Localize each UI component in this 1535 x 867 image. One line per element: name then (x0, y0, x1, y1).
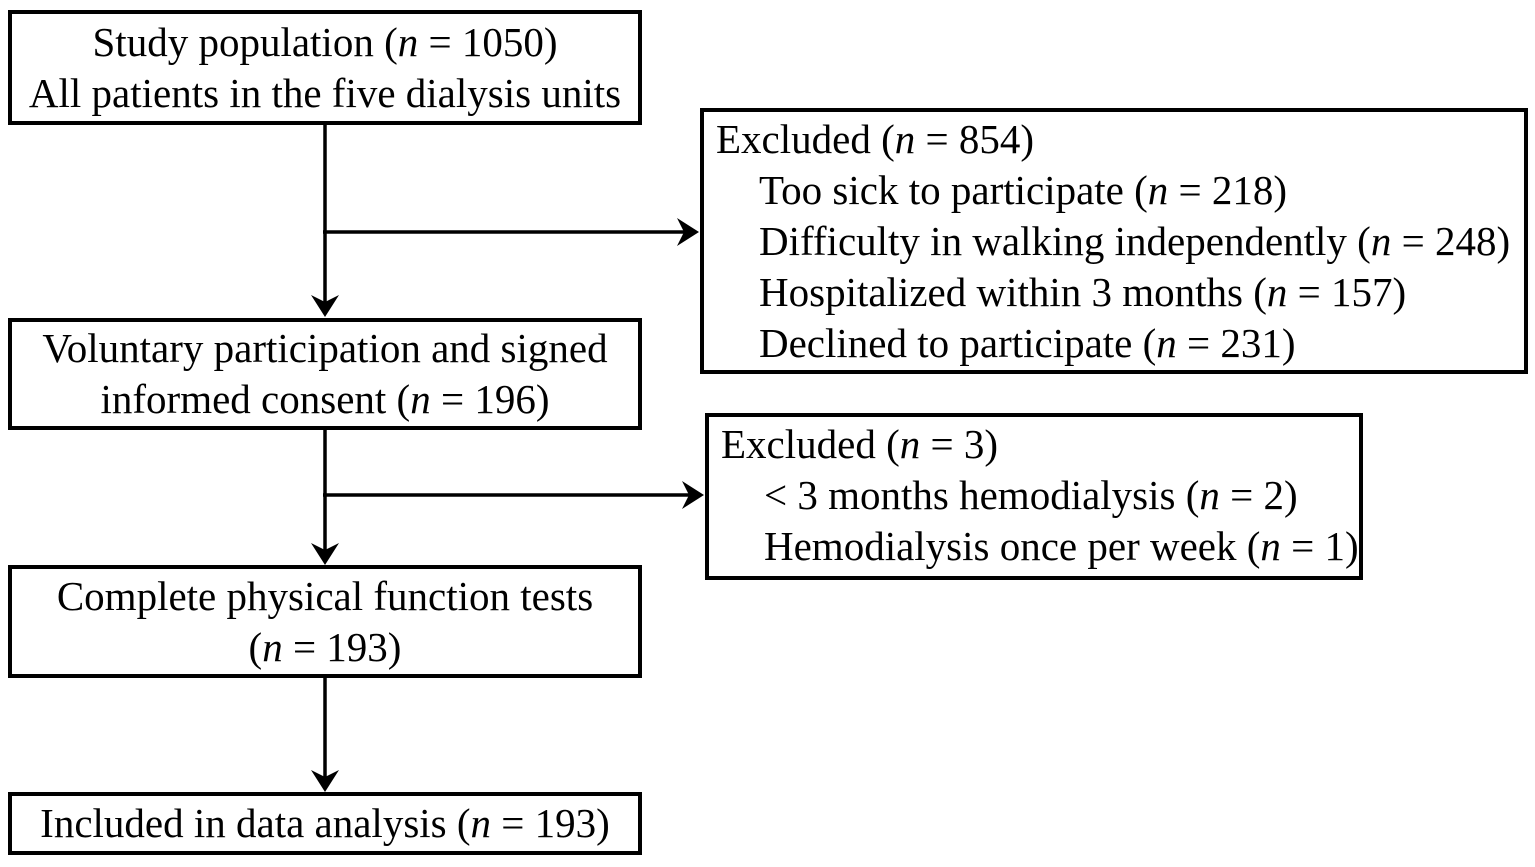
function-tests-line-2: (n = 193) (248, 623, 402, 670)
excluded-2-title: Excluded (n = 3) (721, 421, 999, 467)
study-population-line-1: Study population (n = 1050) (92, 18, 558, 65)
arrowhead-right-1 (677, 218, 699, 246)
box-data-analysis: Included in data analysis (n = 193) (8, 792, 642, 855)
arrowhead-down-1 (311, 295, 339, 317)
box-voluntary-consent: Voluntary participation and signed infor… (8, 318, 642, 430)
excluded-1-title: Excluded (n = 854) (716, 116, 1035, 162)
voluntary-consent-line-1: Voluntary participation and signed (42, 325, 608, 371)
excluded-1-item-walking: Difficulty in walking independently (n =… (759, 218, 1511, 264)
excluded-2-item-once-per-week: Hemodialysis once per week (n = 1) (764, 523, 1359, 569)
function-tests-line-1: Complete physical function tests (56, 572, 594, 619)
box-excluded-1: Excluded (n = 854) Too sick to participa… (700, 108, 1528, 374)
excluded-1-item-declined: Declined to participate (n = 231) (759, 320, 1296, 366)
arrowhead-right-2 (682, 481, 704, 509)
box-excluded-2: Excluded (n = 3) < 3 months hemodialysis… (705, 413, 1363, 580)
arrowhead-down-3 (311, 770, 339, 792)
excluded-1-item-too-sick: Too sick to participate (n = 218) (759, 167, 1288, 213)
excluded-2-item-under-3-months: < 3 months hemodialysis (n = 2) (764, 472, 1298, 518)
box-study-population: Study population (n = 1050) All patients… (8, 10, 642, 125)
excluded-1-item-hospitalized: Hospitalized within 3 months (n = 157) (759, 269, 1407, 315)
box-function-tests: Complete physical function tests (n = 19… (8, 565, 642, 678)
voluntary-consent-line-2: informed consent (n = 196) (100, 376, 550, 422)
study-population-line-2: All patients in the five dialysis units (28, 69, 622, 116)
data-analysis-line-1: Included in data analysis (n = 193) (40, 800, 610, 846)
arrowhead-down-2 (311, 543, 339, 565)
